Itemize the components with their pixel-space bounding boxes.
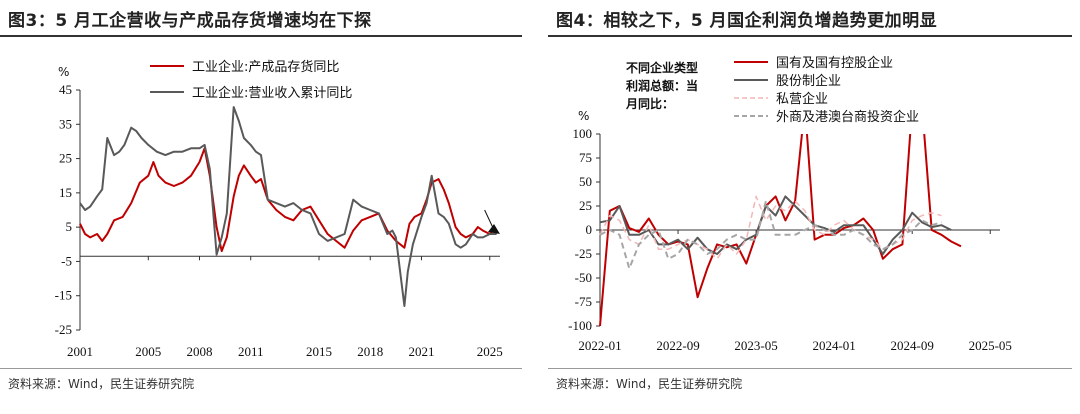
panel-figure-3: 图3：5 月工企营收与产成品存货增速均在下探 -25 -15 -5 5 15 25 35 45… [0,0,530,414]
fig3-series-line-2 [79,106,497,307]
fig3-y-tick-label: 25 [59,151,72,166]
fig4-y-tick-label: -75 [575,294,592,309]
figure-3-source-rule [0,368,522,369]
fig3-x-tick-label: 2011 [238,344,264,359]
fig3-legend-label-1: 工业企业:产成品存货同比 [192,59,339,75]
fig3-series-line-1 [79,147,498,253]
fig4-series-line-3 [599,195,942,260]
fig3-y-tick-label: 45 [59,82,72,97]
fig4-y-tick-label: 100 [573,126,593,141]
fig4-x-tick-label: 2022-09 [656,338,699,353]
fig3-legend-label-2: 工业企业:营业收入累计同比 [192,85,352,101]
fig4-x-tick-label: 2025-05 [969,338,1012,353]
figure-4-title: 图4：相较之下，5 月国企利润负增趋势更加明显 [556,11,938,31]
fig3-x-tick-label: 2008 [187,344,213,359]
fig3-x-tick-label: 2001 [67,344,93,359]
fig3-y-tick-label: 15 [59,185,72,200]
fig4-legend-label-2: 股份制企业 [776,73,841,89]
fig4-annotation-line-3: 月同比： [625,96,674,111]
fig4-y-tick-label: -50 [575,270,592,285]
fig4-y-tick-label: 75 [579,150,592,165]
fig4-annotation-line-1: 不同企业类型 [626,60,698,75]
fig4-series-line-4 [599,200,942,270]
fig3-y-tick-label: 5 [66,219,73,234]
figure-4-line-chart: -100 -75 -50 -25 0 25 50 75 100 2022-01 2022-09 202… [568,55,1012,353]
fig4-x-tick-label: 2023-05 [734,338,777,353]
fig3-x-tick-label: 2018 [357,344,383,359]
fig3-y-tick-label: 35 [59,116,72,131]
figure-3-source: 资料来源：Wind，民生证券研究院 [8,377,195,391]
fig4-y-tick-label: -100 [568,318,592,333]
fig4-unit-label: % [578,109,589,123]
fig4-legend-label-1: 国有及国有控股企业 [776,55,893,71]
fig4-y-tick-label: 50 [579,174,592,189]
figure-3-title-rule [0,35,522,37]
figure-4-source: 资料来源：Wind，民生证券研究院 [556,377,743,391]
fig4-y-tick-label: 25 [579,198,592,213]
figure-3-line-chart: -25 -15 -5 5 15 25 35 45 2001 2005 2008 2011 2015 201… [55,59,503,359]
fig4-x-tick-label: 2022-01 [578,338,621,353]
fig4-x-tick-label: 2024-01 [812,338,855,353]
fig3-x-tick-label: 2015 [306,344,332,359]
fig4-annotation-line-2: 利润总额：当 [626,78,698,93]
fig3-y-tick-label: -5 [61,253,72,268]
fig4-series-group [599,134,962,326]
fig4-y-tick-label: 0 [586,222,593,237]
fig3-trend-arrow-head [488,224,500,234]
fig3-x-tick-label: 2005 [135,344,161,359]
fig3-x-tick-label: 2021 [408,344,434,359]
fig3-series-group [79,106,498,307]
fig3-x-tick-label: 2025 [477,344,503,359]
fig3-y-tick-label: -15 [55,288,72,303]
fig3-unit-label: % [58,65,69,79]
fig4-legend-label-4: 外商及港澳台商投资企业 [776,109,919,125]
fig4-series-line-2 [599,195,952,255]
fig4-x-tick-label: 2024-09 [891,338,934,353]
panel-figure-4: 图4：相较之下，5 月国企利润负增趋势更加明显 -100 -75 -50 -25 0 25… [548,0,1080,414]
fig4-legend-label-3: 私营企业 [776,91,828,107]
fig4-series-line-1 [599,134,962,326]
figure-4-title-rule [548,35,1072,37]
fig4-y-tick-label: -25 [575,246,592,261]
fig3-y-tick-label: -25 [55,322,72,337]
figure-4-source-rule [548,368,1072,369]
figure-3-title: 图3：5 月工企营收与产成品存货增速均在下探 [8,11,372,31]
